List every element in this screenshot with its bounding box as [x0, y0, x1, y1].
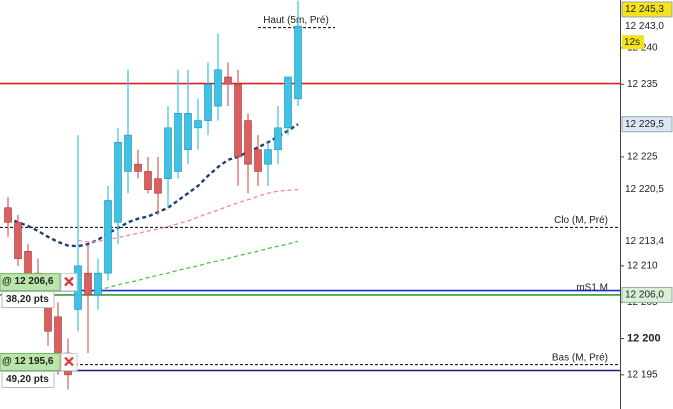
candle-body [124, 134, 132, 172]
candle-body [84, 272, 92, 296]
candle-body [244, 120, 252, 165]
candle-body [174, 113, 182, 172]
timer-box [622, 35, 644, 50]
candle-body [144, 171, 152, 190]
cancel-icon [64, 276, 74, 287]
level-label: Bas (M, Pré) [552, 352, 608, 363]
moving-average [97, 240, 299, 291]
candle-body [114, 142, 122, 223]
moving-average [77, 189, 299, 243]
candle-body [154, 178, 162, 194]
level-label: Clo (M, Pré) [554, 215, 608, 226]
candle-body [134, 163, 142, 172]
order-price: @ 12 195,6 [2, 356, 54, 367]
candle-body [104, 200, 112, 274]
price-tag [621, 1, 673, 18]
y-tick-label: 12 200 [627, 332, 661, 344]
candle-body [164, 127, 172, 180]
candle-body [234, 83, 242, 158]
pts-box [1, 370, 55, 388]
candle-body [94, 272, 102, 296]
price-tag-label: 12 213,4 [625, 236, 664, 247]
y-tick-label: 12 210 [627, 261, 658, 272]
candle-body [204, 83, 212, 121]
candle-body [224, 76, 232, 85]
candle-body [194, 120, 202, 129]
candle-body [294, 25, 302, 100]
price-tag [621, 286, 673, 303]
price-tag-label: 12 243,0 [625, 21, 664, 32]
price-tag-label: 12 229,5 [625, 119, 664, 130]
candle-body [284, 76, 292, 129]
price-tag [621, 116, 673, 133]
candle-body [264, 149, 272, 165]
y-tick-label: 12 235 [627, 79, 658, 90]
price-tag [622, 182, 672, 198]
level-label: mS1 M [576, 283, 608, 294]
order-pts: 38,20 pts [6, 294, 49, 305]
price-axis [620, 0, 673, 409]
price-tag [622, 18, 672, 34]
order-pts: 49,20 pts [6, 374, 49, 385]
y-tick-label: 12 225 [627, 152, 658, 163]
price-tag-label: 12 220,5 [625, 184, 664, 195]
candle-body [254, 149, 262, 172]
candle-body [214, 69, 222, 107]
y-tick-label: 12 195 [627, 369, 658, 380]
candle-body [274, 127, 282, 150]
order-box[interactable] [0, 273, 61, 292]
cancel-icon [64, 356, 74, 367]
candle-body [184, 113, 192, 150]
order-price: @ 12 206,6 [2, 276, 54, 287]
level-label: Haut (5m, Pré) [263, 15, 329, 26]
pts-box [1, 291, 55, 309]
order-box[interactable] [0, 352, 61, 371]
timer: 12s [624, 37, 640, 48]
moving-average [7, 123, 299, 248]
candle-body [14, 221, 22, 259]
candle-body [4, 207, 12, 223]
price-tag-label: 12 206,0 [625, 290, 664, 301]
price-tag [622, 233, 672, 249]
price-tag-label: 12 245,3 [625, 4, 664, 15]
